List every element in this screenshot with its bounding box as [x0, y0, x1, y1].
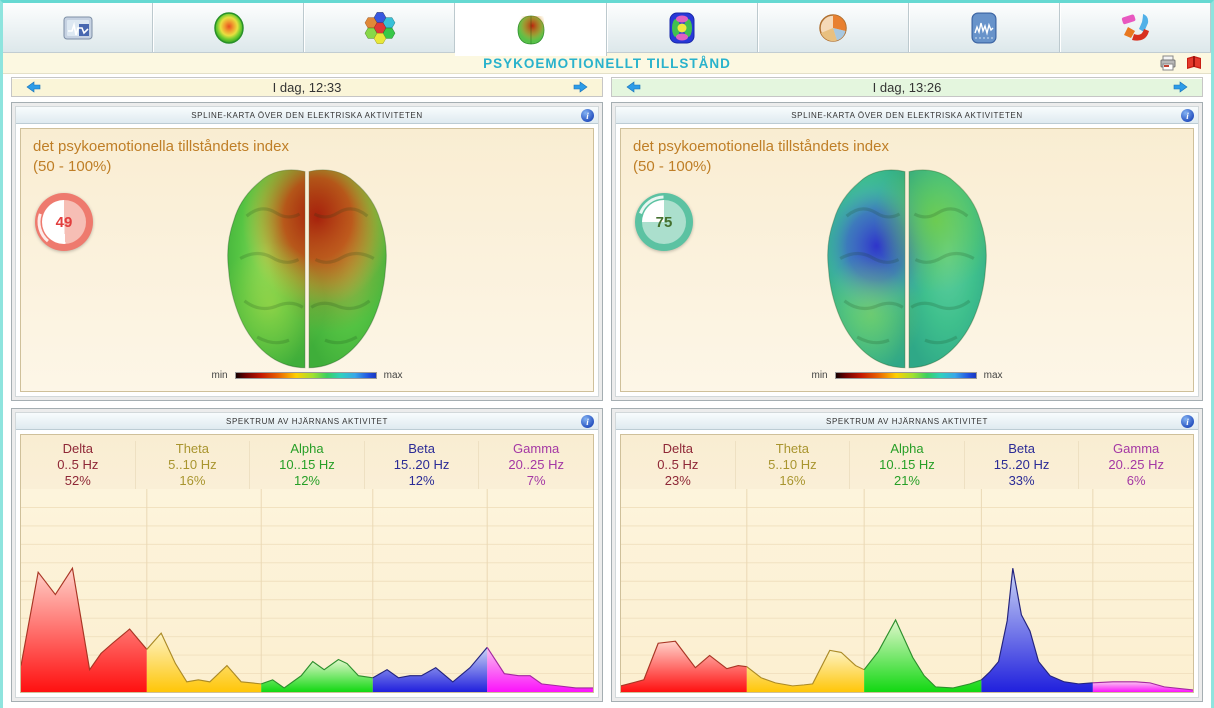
- color-scale: min max: [621, 370, 1193, 381]
- panel-title: SPLINE-KARTA ÖVER DEN ELEKTRISKA AKTIVIT…: [191, 110, 423, 120]
- index-value: 75: [655, 213, 673, 231]
- page-title: PSYKOEMOTIONELLT TILLSTÅND: [483, 55, 731, 71]
- gauge-arc: [37, 195, 91, 249]
- record-time: I dag, 13:26: [872, 79, 942, 95]
- index-gauge: 75: [635, 193, 693, 251]
- spectrum-wave-icon: [971, 12, 997, 43]
- band-label-gamma: Gamma 20..25 Hz 7%: [508, 441, 564, 488]
- panel-title: SPLINE-KARTA ÖVER DEN ELEKTRISKA AKTIVIT…: [791, 110, 1023, 120]
- spline-map-panel: SPLINE-KARTA ÖVER DEN ELEKTRISKA AKTIVIT…: [11, 102, 603, 401]
- info-icon[interactable]: i: [581, 109, 594, 122]
- spline-map-panel: SPLINE-KARTA ÖVER DEN ELEKTRISKA AKTIVIT…: [611, 102, 1203, 401]
- band-label-delta: Delta 0..5 Hz 23%: [621, 441, 736, 489]
- brain-map: [816, 161, 998, 373]
- brain-spline-icon: [517, 15, 545, 44]
- spectrum-content: Delta 0..5 Hz 52% Theta 5..10 Hz 16% Alpha 10…: [20, 434, 594, 693]
- spectrum-panel: SPEKTRUM AV HJÄRNANS AKTIVITET i Delta 0.…: [11, 408, 603, 702]
- scale-min-label: min: [211, 370, 228, 381]
- spectrum-chart: [21, 489, 593, 692]
- prev-record-button[interactable]: [26, 81, 41, 93]
- main-area: I dag, 12:33 SPLINE-KARTA ÖVER DEN ELEKT…: [3, 77, 1211, 702]
- index-caption: det psykoemotionella tillståndets index …: [633, 138, 889, 175]
- tab-brain-spline[interactable]: [455, 3, 607, 56]
- time-navigation-right: I dag, 13:26: [611, 77, 1203, 97]
- tab-kaleidoscope[interactable]: [606, 3, 758, 52]
- gauge-arc: [637, 195, 691, 249]
- scale-max-label: max: [383, 370, 403, 381]
- radial-map-icon: [213, 11, 244, 44]
- index-value: 49: [55, 213, 73, 231]
- tab-hex-mosaic[interactable]: [304, 3, 456, 52]
- color-scale: min max: [21, 370, 593, 381]
- color-scale-bar: [234, 372, 377, 379]
- info-icon[interactable]: i: [581, 415, 594, 428]
- tab-spectrum-wave[interactable]: [908, 3, 1060, 52]
- spline-map-content: det psykoemotionella tillståndets index …: [620, 128, 1194, 392]
- panel-title: SPEKTRUM AV HJÄRNANS AKTIVITET: [826, 416, 988, 426]
- tab-radial-map[interactable]: [153, 3, 305, 52]
- panel-title: SPEKTRUM AV HJÄRNANS AKTIVITET: [226, 416, 388, 426]
- panel-header: SPLINE-KARTA ÖVER DEN ELEKTRISKA AKTIVIT…: [16, 107, 598, 124]
- help-book-icon[interactable]: [1185, 55, 1203, 71]
- next-record-button[interactable]: [573, 81, 588, 93]
- panel-header: SPEKTRUM AV HJÄRNANS AKTIVITET i: [616, 413, 1198, 430]
- pie-chart-icon: [819, 13, 847, 42]
- band-label-theta: Theta 5..10 Hz 16%: [736, 441, 851, 489]
- prev-record-button[interactable]: [626, 81, 641, 93]
- tab-color-arrows[interactable]: [1059, 3, 1211, 52]
- index-gauge: 49: [35, 193, 93, 251]
- column-left: I dag, 12:33 SPLINE-KARTA ÖVER DEN ELEKT…: [11, 77, 603, 702]
- toolbar: [3, 3, 1211, 56]
- band-label-beta: Beta 15..20 Hz 33%: [965, 441, 1080, 489]
- band-label-alpha: Alpha 10..15 Hz 21%: [850, 441, 965, 489]
- band-label-theta: Theta 5..10 Hz 16%: [136, 441, 251, 489]
- spline-map-content: det psykoemotionella tillståndets index …: [20, 128, 594, 392]
- info-icon[interactable]: i: [1181, 415, 1194, 428]
- band-label-gamma: Gamma 20..25 Hz 6%: [1108, 441, 1164, 488]
- panel-header: SPEKTRUM AV HJÄRNANS AKTIVITET i: [16, 413, 598, 430]
- color-arrows-icon: [1122, 13, 1150, 41]
- brain-map: [216, 161, 398, 373]
- time-navigation-left: I dag, 12:33: [11, 77, 603, 97]
- titlebar: PSYKOEMOTIONELLT TILLSTÅND: [3, 53, 1211, 74]
- record-time: I dag, 12:33: [272, 79, 342, 95]
- tab-eeg-monitor[interactable]: [3, 3, 154, 52]
- tab-pie-chart[interactable]: [757, 3, 909, 52]
- band-labels: Delta 0..5 Hz 23% Theta 5..10 Hz 16% Alpha 10…: [621, 435, 1193, 489]
- spectrum-panel: SPEKTRUM AV HJÄRNANS AKTIVITET i Delta 0.…: [611, 408, 1203, 702]
- hex-mosaic-icon: [364, 11, 396, 44]
- column-right: I dag, 13:26 SPLINE-KARTA ÖVER DEN ELEKT…: [611, 77, 1203, 702]
- band-label-beta: Beta 15..20 Hz 12%: [365, 441, 480, 489]
- next-record-button[interactable]: [1173, 81, 1188, 93]
- panel-header: SPLINE-KARTA ÖVER DEN ELEKTRISKA AKTIVIT…: [616, 107, 1198, 124]
- print-button[interactable]: [1159, 55, 1177, 71]
- scale-max-label: max: [983, 370, 1003, 381]
- kaleidoscope-icon: [669, 12, 695, 43]
- info-icon[interactable]: i: [1181, 109, 1194, 122]
- scale-min-label: min: [811, 370, 828, 381]
- index-caption: det psykoemotionella tillståndets index …: [33, 138, 289, 175]
- eeg-monitor-icon: [63, 16, 93, 39]
- color-scale-bar: [834, 372, 977, 379]
- spectrum-chart: [621, 489, 1193, 692]
- band-label-alpha: Alpha 10..15 Hz 12%: [250, 441, 365, 489]
- band-labels: Delta 0..5 Hz 52% Theta 5..10 Hz 16% Alpha 10…: [21, 435, 593, 489]
- spectrum-content: Delta 0..5 Hz 23% Theta 5..10 Hz 16% Alpha 10…: [620, 434, 1194, 693]
- band-label-delta: Delta 0..5 Hz 52%: [21, 441, 136, 489]
